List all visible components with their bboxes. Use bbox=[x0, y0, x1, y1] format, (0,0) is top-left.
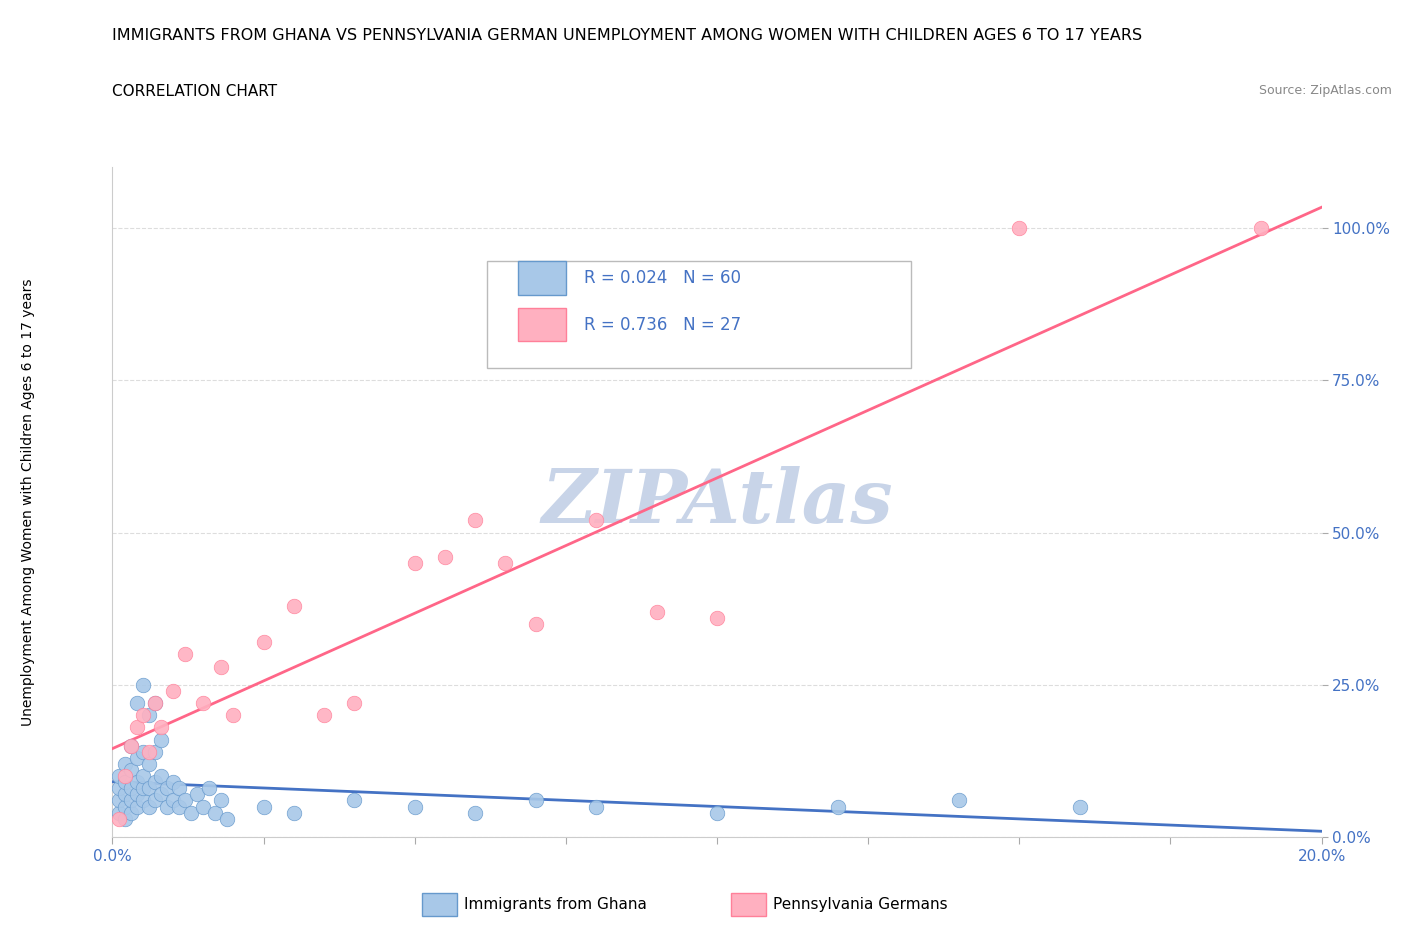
Point bbox=[149, 787, 172, 802]
Point bbox=[186, 787, 208, 802]
Point bbox=[198, 781, 221, 796]
Point bbox=[283, 805, 305, 820]
Point bbox=[149, 720, 172, 735]
Text: Immigrants from Ghana: Immigrants from Ghana bbox=[464, 897, 647, 912]
Point bbox=[143, 696, 166, 711]
Point bbox=[209, 659, 232, 674]
Point bbox=[125, 787, 148, 802]
Point bbox=[174, 647, 197, 662]
Point bbox=[149, 769, 172, 784]
Point bbox=[143, 744, 166, 759]
Point bbox=[162, 684, 184, 698]
Point bbox=[138, 756, 160, 771]
Point bbox=[645, 604, 668, 619]
Point bbox=[191, 696, 214, 711]
Point bbox=[524, 617, 547, 631]
Point bbox=[156, 799, 179, 814]
Point bbox=[138, 708, 160, 723]
Text: IMMIGRANTS FROM GHANA VS PENNSYLVANIA GERMAN UNEMPLOYMENT AMONG WOMEN WITH CHILD: IMMIGRANTS FROM GHANA VS PENNSYLVANIA GE… bbox=[112, 28, 1143, 43]
Point bbox=[120, 738, 142, 753]
Point bbox=[125, 751, 148, 765]
Point bbox=[132, 744, 155, 759]
Point bbox=[167, 799, 190, 814]
Text: R = 0.024   N = 60: R = 0.024 N = 60 bbox=[583, 269, 741, 286]
Point bbox=[114, 756, 136, 771]
Point bbox=[222, 708, 245, 723]
Point bbox=[107, 805, 129, 820]
Text: ZIPAtlas: ZIPAtlas bbox=[541, 466, 893, 538]
Point bbox=[585, 513, 607, 528]
Point bbox=[204, 805, 226, 820]
Point bbox=[706, 805, 728, 820]
Point bbox=[138, 744, 160, 759]
Point bbox=[495, 555, 517, 570]
Point bbox=[464, 805, 486, 820]
Point bbox=[114, 787, 136, 802]
Bar bbox=[517, 261, 565, 295]
Point bbox=[948, 793, 970, 808]
Point bbox=[162, 775, 184, 790]
Point bbox=[107, 811, 129, 826]
Point bbox=[404, 799, 426, 814]
Point bbox=[120, 793, 142, 808]
Point bbox=[253, 635, 276, 650]
FancyBboxPatch shape bbox=[488, 261, 911, 368]
Point bbox=[585, 799, 607, 814]
Text: R = 0.736   N = 27: R = 0.736 N = 27 bbox=[583, 316, 741, 334]
Point bbox=[191, 799, 214, 814]
Point bbox=[162, 793, 184, 808]
Point bbox=[132, 677, 155, 692]
Text: Unemployment Among Women with Children Ages 6 to 17 years: Unemployment Among Women with Children A… bbox=[21, 278, 35, 726]
Point bbox=[1008, 220, 1031, 235]
Point bbox=[283, 598, 305, 613]
Point bbox=[107, 769, 129, 784]
Point bbox=[132, 793, 155, 808]
Point bbox=[120, 805, 142, 820]
Point bbox=[132, 781, 155, 796]
Point bbox=[149, 732, 172, 747]
Point bbox=[209, 793, 232, 808]
Point bbox=[343, 793, 366, 808]
Point bbox=[827, 799, 849, 814]
Point bbox=[132, 769, 155, 784]
Point bbox=[1069, 799, 1091, 814]
Point bbox=[138, 799, 160, 814]
Point bbox=[524, 793, 547, 808]
Point bbox=[433, 550, 456, 565]
Point bbox=[143, 696, 166, 711]
Text: Source: ZipAtlas.com: Source: ZipAtlas.com bbox=[1258, 84, 1392, 97]
Point bbox=[143, 775, 166, 790]
Point bbox=[404, 555, 426, 570]
Point bbox=[125, 720, 148, 735]
Point bbox=[120, 738, 142, 753]
Point bbox=[156, 781, 179, 796]
Bar bbox=[517, 308, 565, 341]
Point bbox=[343, 696, 366, 711]
Point bbox=[107, 793, 129, 808]
Point bbox=[314, 708, 336, 723]
Point bbox=[107, 781, 129, 796]
Point bbox=[120, 763, 142, 777]
Point bbox=[125, 696, 148, 711]
Point bbox=[132, 708, 155, 723]
Point bbox=[217, 811, 239, 826]
Point bbox=[114, 799, 136, 814]
Point bbox=[125, 775, 148, 790]
Point bbox=[706, 610, 728, 625]
Point bbox=[1250, 220, 1272, 235]
Point bbox=[253, 799, 276, 814]
Point bbox=[125, 799, 148, 814]
Point bbox=[120, 781, 142, 796]
Text: Pennsylvania Germans: Pennsylvania Germans bbox=[773, 897, 948, 912]
Text: CORRELATION CHART: CORRELATION CHART bbox=[112, 84, 277, 99]
Point bbox=[114, 775, 136, 790]
Point bbox=[114, 811, 136, 826]
Point bbox=[143, 793, 166, 808]
Point bbox=[138, 781, 160, 796]
Point bbox=[167, 781, 190, 796]
Point bbox=[114, 769, 136, 784]
Point bbox=[464, 513, 486, 528]
Point bbox=[180, 805, 202, 820]
Point bbox=[174, 793, 197, 808]
